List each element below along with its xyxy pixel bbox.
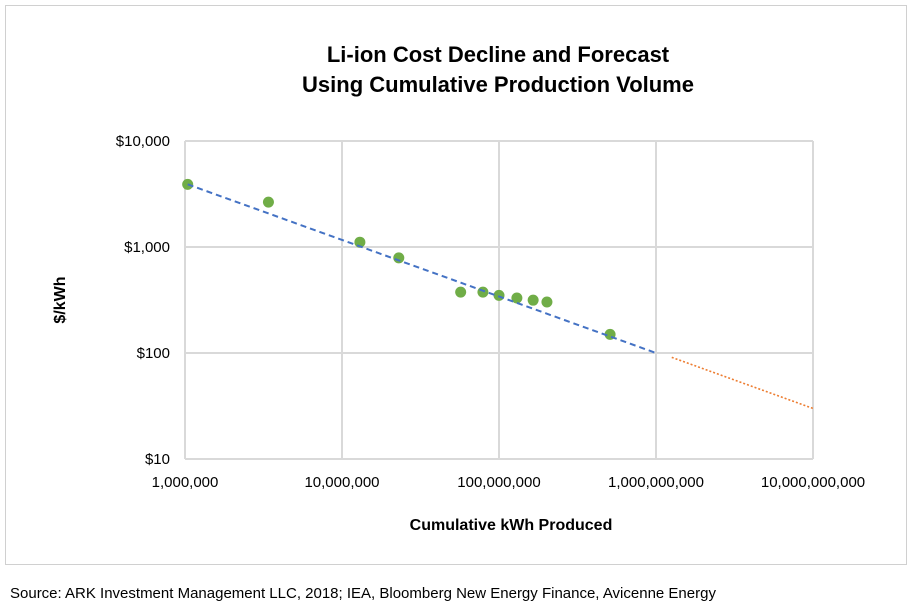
- y-tick-label: $10: [145, 451, 170, 468]
- x-tick-label: 100,000,000: [457, 474, 540, 491]
- y-tick-label: $10,000: [116, 133, 170, 150]
- x-axis-label: Cumulative kWh Produced: [410, 517, 613, 534]
- forecast-line: [671, 356, 814, 410]
- data-point: [455, 286, 467, 298]
- data-point: [527, 294, 539, 306]
- data-point: [477, 286, 489, 298]
- chart-title-line: Using Cumulative Production Volume: [302, 72, 694, 97]
- y-tick-label: $100: [137, 345, 170, 362]
- source-note: Source: ARK Investment Management LLC, 2…: [10, 585, 716, 602]
- x-tick-label: 10,000,000: [304, 474, 379, 491]
- chart-title-line: Li-ion Cost Decline and Forecast: [327, 42, 670, 67]
- x-tick-label: 10,000,000,000: [761, 474, 865, 491]
- data-point: [511, 292, 523, 304]
- y-axis-label: $/kWh: [52, 276, 69, 323]
- x-tick-label: 1,000,000: [152, 474, 219, 491]
- data-point: [493, 289, 505, 301]
- chart-frame: [5, 5, 907, 565]
- data-point: [541, 296, 553, 308]
- data-point: [262, 196, 274, 208]
- data-point: [354, 236, 366, 248]
- chart: Li-ion Cost Decline and Forecast Using Cu…: [52, 42, 865, 534]
- trendline-line: [187, 183, 657, 354]
- x-tick-label: 1,000,000,000: [608, 474, 704, 491]
- y-tick-label: $1,000: [124, 239, 170, 256]
- data-point: [393, 252, 405, 264]
